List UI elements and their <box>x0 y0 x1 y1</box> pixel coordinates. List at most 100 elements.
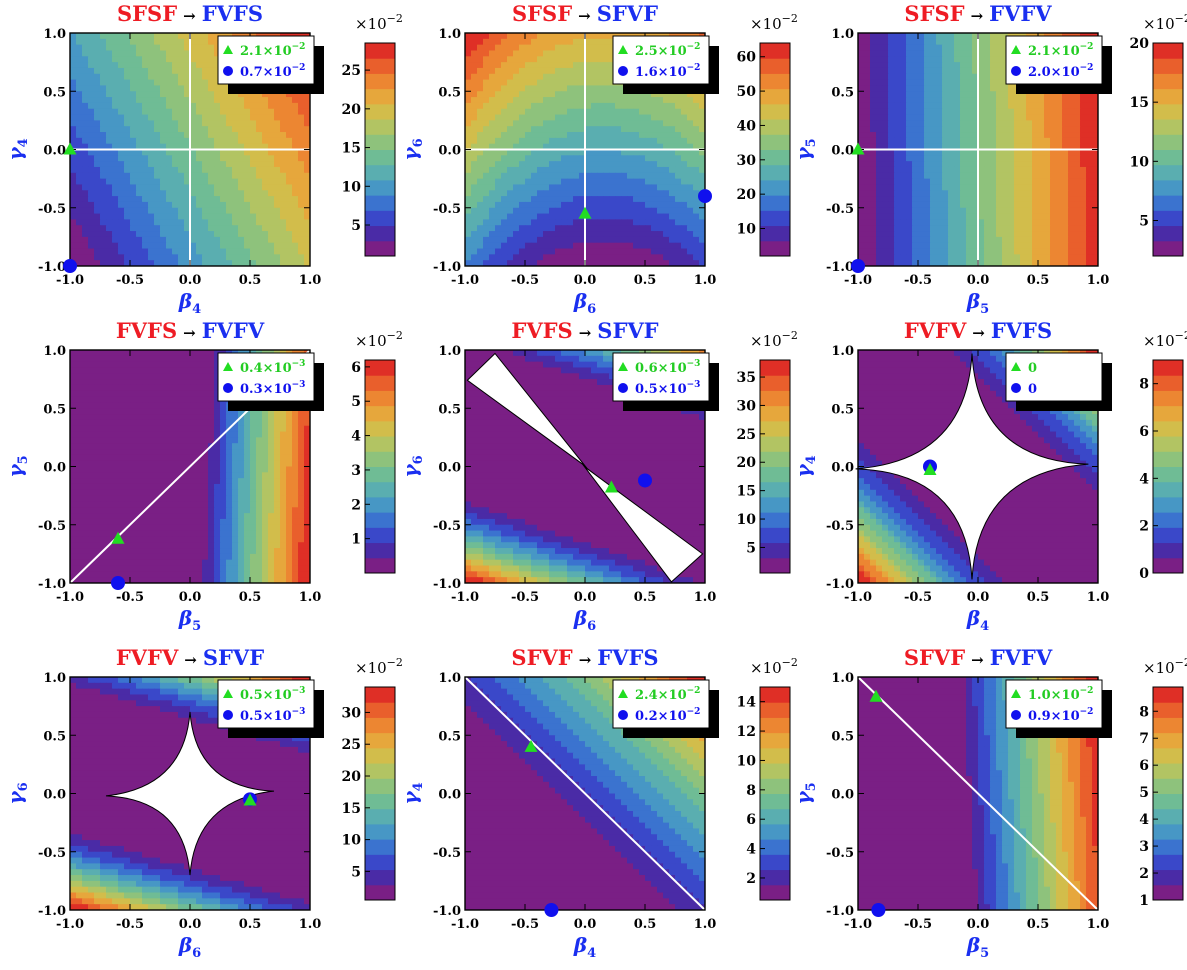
contour-cell <box>507 62 514 69</box>
contour-cell <box>930 56 937 63</box>
contour-cell <box>972 184 979 191</box>
contour-cell <box>172 126 179 133</box>
contour-cell <box>220 196 227 203</box>
contour-cell <box>900 50 907 57</box>
subplot-title: SFSF → FVFS <box>117 1 263 26</box>
contour-cell <box>888 120 895 127</box>
contour-cell <box>912 120 919 127</box>
contour-cell <box>990 225 997 232</box>
contour-cell <box>1002 137 1009 145</box>
contour-cell <box>942 44 949 52</box>
contour-cell <box>948 97 955 104</box>
contour-cell <box>483 161 490 168</box>
contour-cell <box>573 44 580 52</box>
contour-cell <box>603 236 610 244</box>
legend-triangle-value: 2.5×10−2 <box>635 42 700 59</box>
contour-cell <box>936 50 943 57</box>
contour-cell <box>106 85 113 92</box>
contour-cell <box>585 149 592 156</box>
contour-cell <box>966 190 973 197</box>
contour-cell <box>471 213 478 220</box>
contour-cell <box>304 132 310 139</box>
contour-cell <box>681 201 688 209</box>
contour-cell <box>477 143 484 151</box>
contour-cell <box>220 85 227 92</box>
contour-cell <box>280 132 287 139</box>
contour-cell <box>495 172 502 180</box>
contour-cell <box>633 242 640 250</box>
contour-cell <box>912 155 919 162</box>
contour-cell <box>609 91 616 98</box>
contour-cell <box>960 62 967 69</box>
contour-cell <box>930 231 937 238</box>
contour-cell <box>477 236 484 244</box>
contour-cell <box>214 97 221 104</box>
contour-cell <box>876 97 883 104</box>
contour-cell <box>184 38 191 46</box>
contour-cell <box>693 225 700 232</box>
contour-cell <box>519 50 526 57</box>
contour-cell <box>960 50 967 57</box>
contour-cell <box>1014 178 1021 186</box>
contour-cell <box>996 50 1003 57</box>
contour-cell <box>978 132 985 139</box>
contour-cell <box>184 56 191 63</box>
contour-cell <box>238 120 245 127</box>
contour-cell <box>489 73 496 81</box>
contour-cell <box>918 38 925 46</box>
contour-cell <box>501 114 508 121</box>
contour-cell <box>675 91 682 98</box>
contour-cell <box>924 91 931 98</box>
contour-cell <box>864 102 871 110</box>
contour-cell <box>142 225 149 232</box>
contour-cell <box>70 50 77 57</box>
contour-cell <box>172 149 179 156</box>
contour-cell <box>639 184 646 191</box>
contour-cell <box>1050 207 1057 215</box>
contour-cell <box>633 254 640 261</box>
contour-cell <box>304 190 310 197</box>
contour-cell <box>238 108 245 116</box>
contour-cell <box>172 44 179 52</box>
contour-cell <box>88 102 95 110</box>
contour-cell <box>286 149 293 156</box>
contour-cell <box>268 219 275 226</box>
contour-cell <box>651 132 658 139</box>
contour-cell <box>489 126 496 133</box>
contour-cell <box>663 155 670 162</box>
contour-cell <box>513 97 520 104</box>
contour-cell <box>990 143 997 151</box>
contour-cell <box>208 120 215 127</box>
contour-cell <box>483 213 490 220</box>
contour-cell <box>669 114 676 121</box>
contour-cell <box>220 184 227 191</box>
contour-cell <box>1086 155 1093 162</box>
contour-cell <box>184 207 191 215</box>
contour-cell <box>88 143 95 151</box>
contour-cell <box>567 97 574 104</box>
contour-cell <box>1092 254 1098 261</box>
contour-cell <box>130 132 137 139</box>
contour-cell <box>906 132 913 139</box>
contour-cell <box>489 67 496 75</box>
contour-cell <box>942 166 949 174</box>
contour-cell <box>996 137 1003 145</box>
contour-cell <box>148 50 155 57</box>
contour-cell <box>960 67 967 75</box>
contour-cell <box>645 149 652 156</box>
contour-cell <box>489 102 496 110</box>
contour-cell <box>579 126 586 133</box>
contour-cell <box>687 172 694 180</box>
contour-cell <box>501 126 508 133</box>
contour-cell <box>465 62 472 69</box>
contour-cell <box>292 166 299 174</box>
contour-cell <box>585 178 592 186</box>
contour-cell <box>507 196 514 203</box>
contour-cell <box>483 225 490 232</box>
contour-cell <box>627 260 634 266</box>
contour-cell <box>954 260 961 266</box>
contour-cell <box>924 219 931 226</box>
contour-cell <box>274 219 281 226</box>
contour-cell <box>531 44 538 52</box>
legend-circle-value: 0.7×10−2 <box>240 63 305 80</box>
